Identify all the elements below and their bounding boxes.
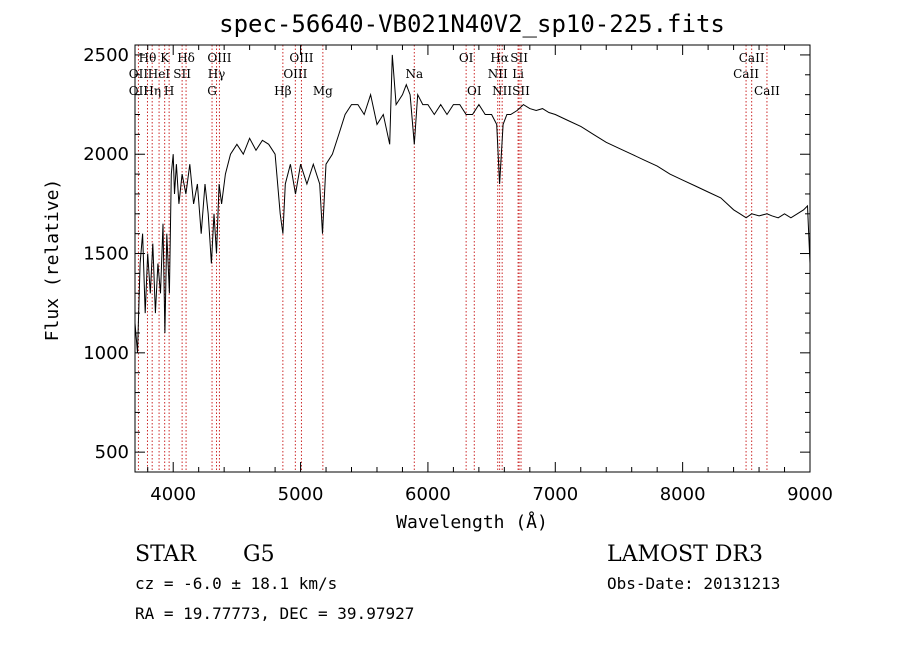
object-subclass: G5 bbox=[243, 542, 275, 567]
line-label: CaII bbox=[733, 67, 759, 81]
redshift-cz: cz = -6.0 ± 18.1 km/s bbox=[135, 574, 337, 593]
x-tick-label: 5000 bbox=[278, 484, 324, 505]
spectrum-line bbox=[134, 54, 811, 353]
x-tick-label: 6000 bbox=[405, 484, 451, 505]
survey-name: LAMOST DR3 bbox=[607, 542, 763, 567]
line-label: OIII bbox=[207, 51, 231, 65]
line-label: OII bbox=[129, 67, 149, 81]
line-label: OIII bbox=[283, 67, 307, 81]
line-label: Hη bbox=[143, 84, 161, 98]
y-tick-label: 1000 bbox=[83, 343, 129, 364]
x-axis-label: Wavelength (Å) bbox=[396, 511, 548, 533]
line-label: OI bbox=[459, 51, 474, 65]
chart-title: spec-56640-VB021N40V2_sp10-225.fits bbox=[219, 10, 725, 38]
line-label: Hθ bbox=[139, 51, 157, 65]
line-label: K bbox=[160, 51, 170, 65]
plot-frame bbox=[134, 44, 811, 473]
x-tick-label: 8000 bbox=[660, 484, 706, 505]
line-label: Hα bbox=[490, 51, 509, 65]
x-tick-label: 4000 bbox=[150, 484, 196, 505]
line-label: OII bbox=[129, 84, 149, 98]
line-label: OI bbox=[467, 84, 482, 98]
line-label: OIII bbox=[289, 51, 313, 65]
line-label: Hδ bbox=[177, 51, 195, 65]
line-label: SII bbox=[173, 67, 191, 81]
y-tick-label: 2500 bbox=[83, 45, 129, 66]
x-tick-label: 9000 bbox=[787, 484, 833, 505]
line-label: NII bbox=[488, 67, 508, 81]
x-axis: 4000 5000 6000 7000 8000 9000 bbox=[147, 45, 833, 505]
line-label: NII bbox=[492, 84, 512, 98]
y-tick-label: 500 bbox=[95, 442, 129, 463]
y-tick-label: 2000 bbox=[83, 144, 129, 165]
spectrum-series bbox=[134, 54, 811, 353]
line-label: Hβ bbox=[274, 84, 291, 98]
line-label: Hγ bbox=[208, 67, 226, 81]
line-label: SII bbox=[510, 51, 528, 65]
line-label: CaII bbox=[739, 51, 765, 65]
line-label: CaII bbox=[754, 84, 780, 98]
ra-dec: RA = 19.77773, DEC = 39.97927 bbox=[135, 604, 414, 623]
line-label: G bbox=[207, 84, 217, 98]
y-tick-label: 1500 bbox=[83, 244, 129, 265]
line-label: Mg bbox=[313, 84, 333, 98]
line-label: SII bbox=[512, 84, 530, 98]
obs-date: Obs-Date: 20131213 bbox=[607, 574, 780, 593]
line-label: H bbox=[164, 84, 174, 98]
object-class: STAR bbox=[135, 542, 197, 567]
y-axis: 500 1000 1500 2000 2500 bbox=[83, 45, 810, 463]
line-label: Li bbox=[512, 67, 524, 81]
line-label: Na bbox=[405, 67, 423, 81]
x-tick-label: 7000 bbox=[532, 484, 578, 505]
line-label: HeI bbox=[148, 67, 171, 81]
line-markers bbox=[137, 45, 768, 472]
y-axis-label: Flux (relative) bbox=[42, 179, 63, 342]
